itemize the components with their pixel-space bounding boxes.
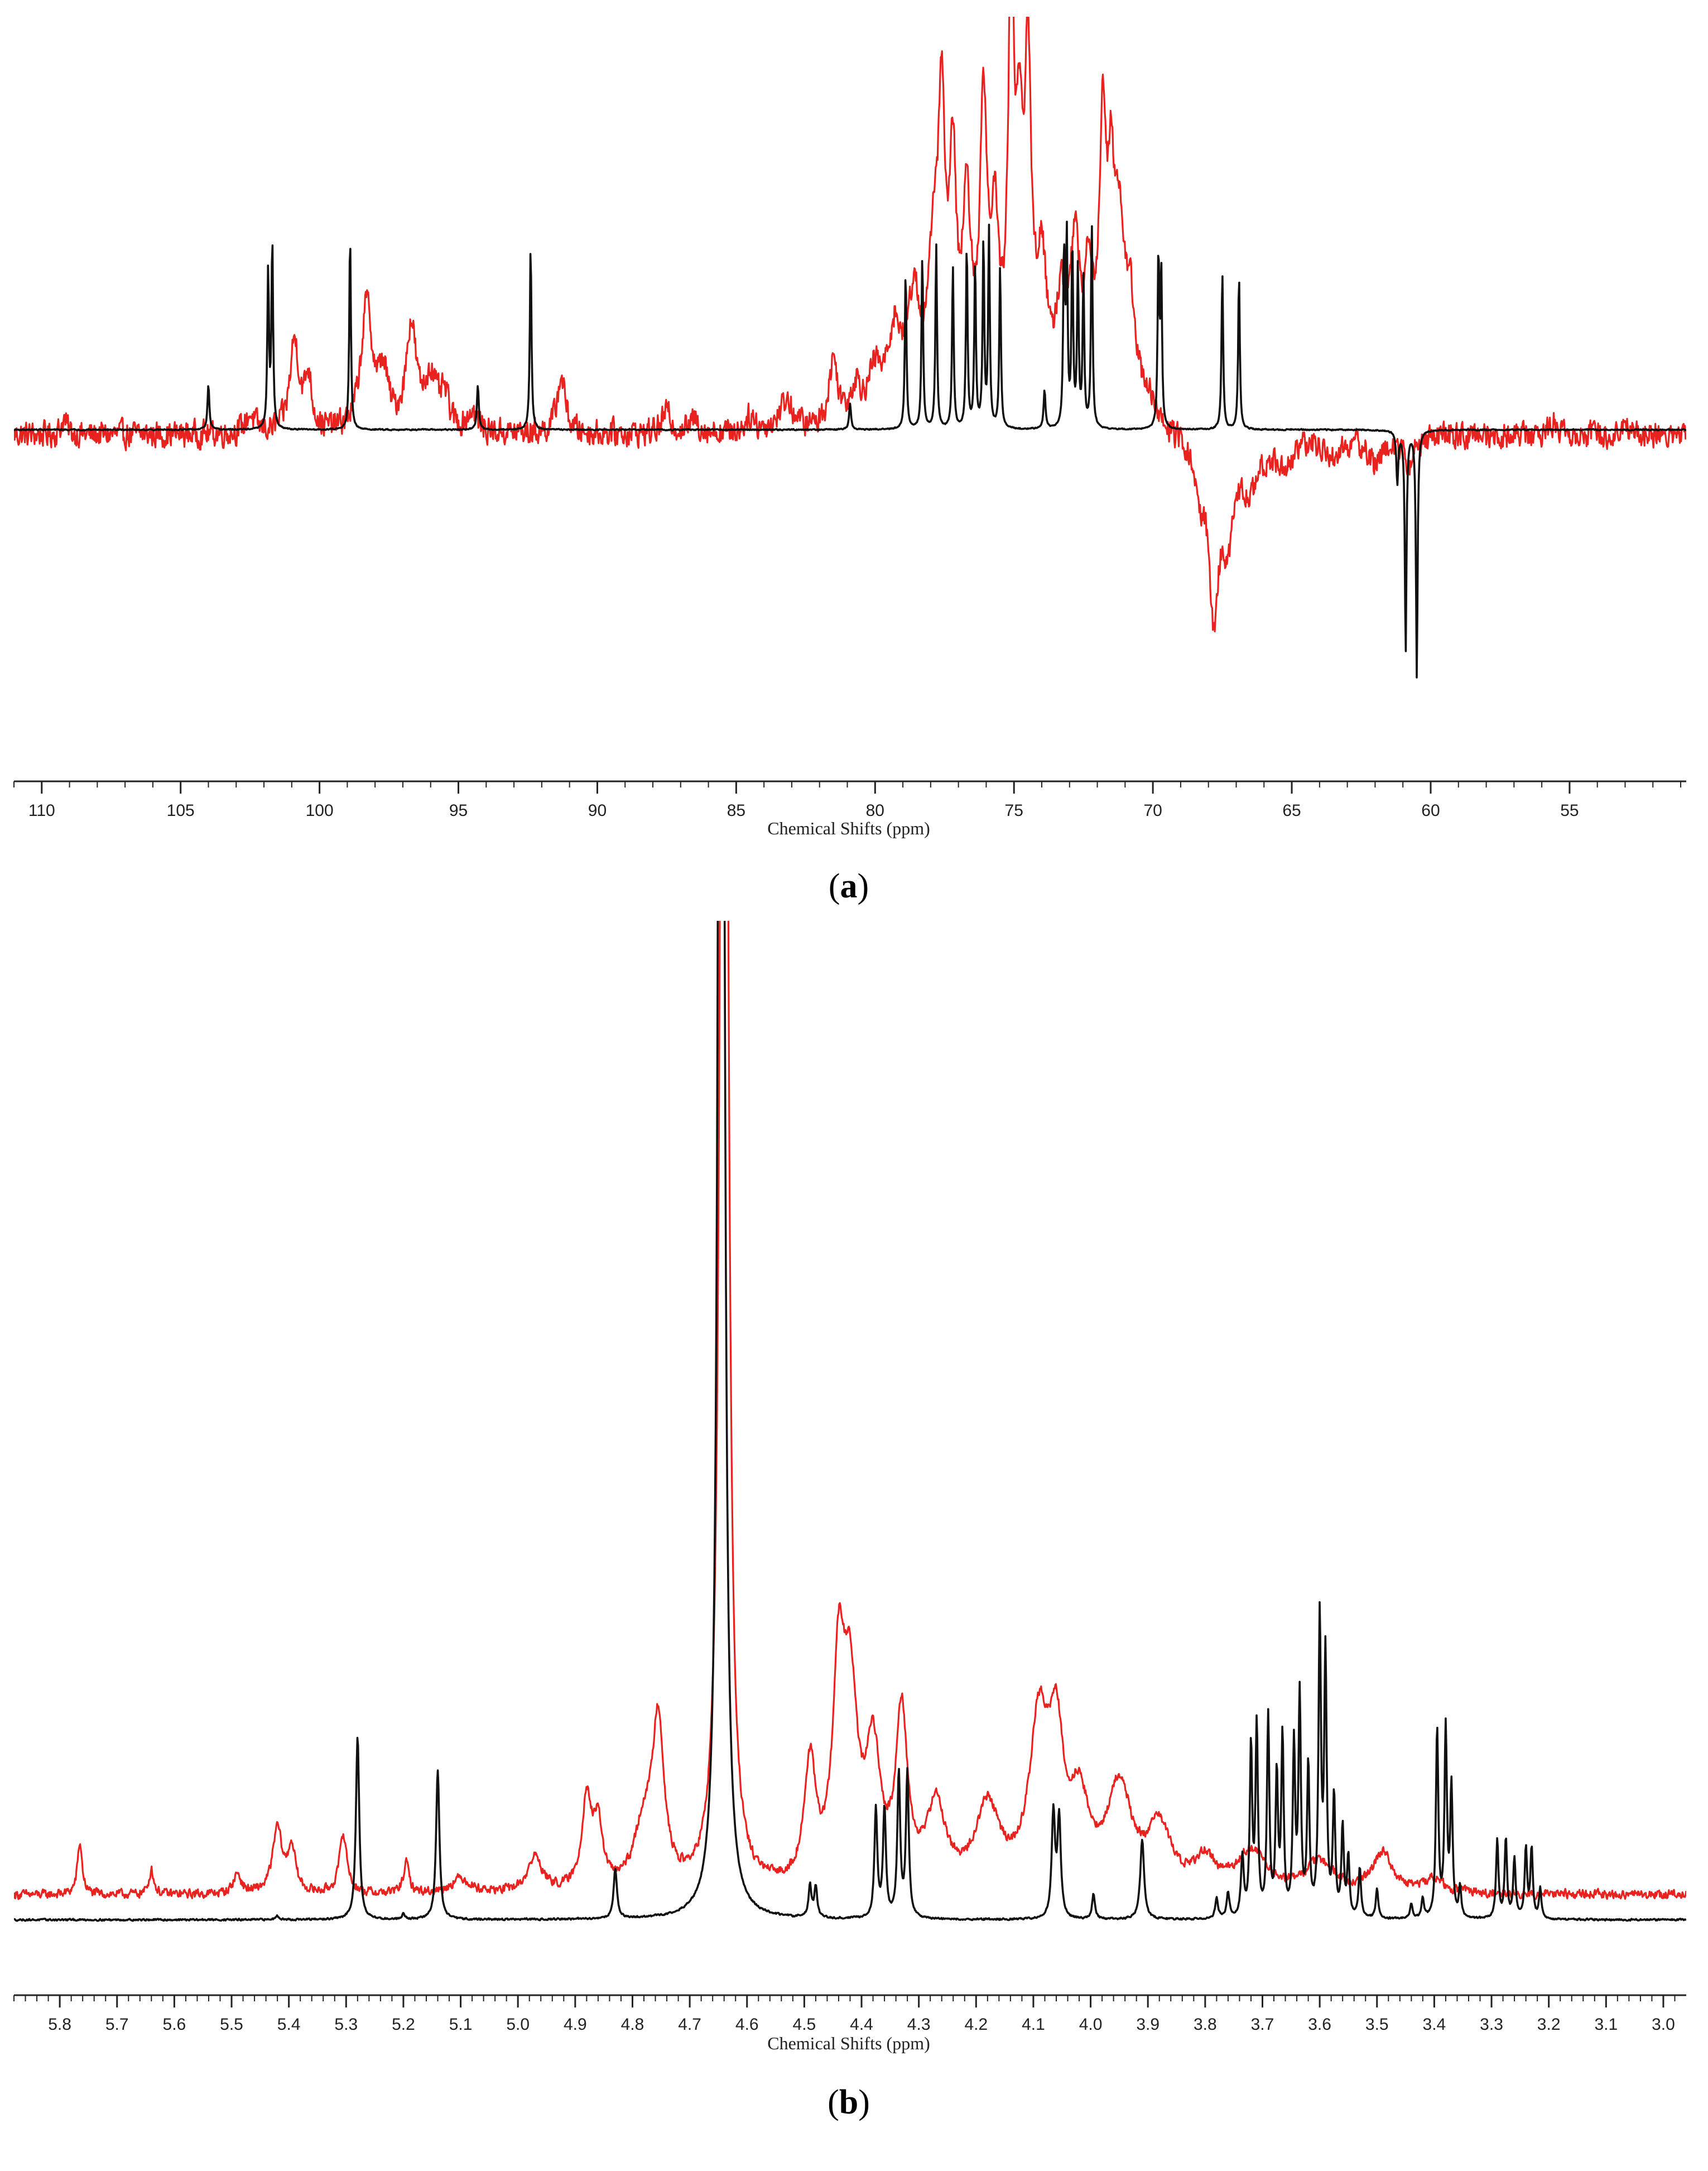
- panel-b-x-axis: 5.8 5.7 5.6 5.5 5.4 5.3 5.2 5.1 5.0 4.9 4.8 4.7 4.6 4…: [13, 1994, 1686, 2034]
- x-tick-label: 4.3: [907, 2015, 931, 2034]
- x-tick-label: 5.6: [163, 2015, 186, 2034]
- panel-a-letter: a: [840, 867, 858, 905]
- x-tick-label: 4.9: [564, 2015, 587, 2034]
- x-tick-label: 5.4: [277, 2015, 301, 2034]
- panel-b-letter: b: [839, 2083, 858, 2121]
- x-tick-label: 4.4: [850, 2015, 873, 2034]
- panel-b-proton-spectrum: 5.8 5.7 5.6 5.5 5.4 5.3 5.2 5.1 5.0 4.9 4.8 4.7 4.6 4…: [13, 921, 1686, 2121]
- x-tick-label: 3.5: [1365, 2015, 1389, 2034]
- x-tick-label: 3.0: [1652, 2015, 1675, 2034]
- x-tick-label: 5.1: [449, 2015, 473, 2034]
- x-tick-label: 4.1: [1022, 2015, 1045, 2034]
- x-tick-label: 4.0: [1079, 2015, 1103, 2034]
- x-tick-label: 105: [167, 801, 195, 820]
- x-tick-label: 85: [727, 801, 745, 820]
- x-tick-label: 4.6: [735, 2015, 759, 2034]
- x-tick-label: 3.6: [1308, 2015, 1331, 2034]
- x-tick-label: 4.2: [964, 2015, 988, 2034]
- x-tick-label: 4.7: [678, 2015, 701, 2034]
- x-tick-label: 100: [306, 801, 334, 820]
- x-tick-label: 3.7: [1251, 2015, 1274, 2034]
- x-tick-label: 5.2: [392, 2015, 415, 2034]
- x-tick-label: 3.4: [1423, 2015, 1446, 2034]
- x-tick-label: 5.7: [105, 2015, 129, 2034]
- x-tick-label: 5.5: [220, 2015, 243, 2034]
- panel-b-plot-area: [14, 921, 1686, 1922]
- x-tick-label: 5.0: [506, 2015, 530, 2034]
- x-tick-label: 3.2: [1537, 2015, 1561, 2034]
- x-tick-label: 70: [1143, 801, 1162, 820]
- x-tick-label: 90: [588, 801, 607, 820]
- panel-a-caption: (a): [829, 867, 869, 905]
- x-tick-label: 55: [1560, 801, 1579, 820]
- spectrum-line-black: [14, 220, 1686, 679]
- x-tick-label: 4.5: [793, 2015, 816, 2034]
- panel-a-carbon-spectrum: 110 105 100 95 90 85 80 75 70 65 60 55 Chemical Shi…: [13, 17, 1686, 905]
- panel-a-x-axis-title: Chemical Shifts (ppm): [767, 818, 930, 838]
- x-tick-label: 5.8: [48, 2015, 71, 2034]
- x-tick-label: 75: [1005, 801, 1023, 820]
- spectrum-line-red: [14, 921, 1686, 1900]
- x-tick-label: 110: [28, 801, 55, 820]
- x-tick-label: 3.8: [1194, 2015, 1217, 2034]
- panel-a-plot-area: [14, 17, 1686, 679]
- panel-b-x-axis-title: Chemical Shifts (ppm): [767, 2033, 930, 2053]
- panel-b-caption: (b): [827, 2083, 870, 2121]
- x-tick-label: 5.3: [334, 2015, 358, 2034]
- x-tick-label: 65: [1282, 801, 1301, 820]
- x-tick-label: 3.3: [1480, 2015, 1503, 2034]
- x-tick-label: 4.8: [621, 2015, 644, 2034]
- spectrum-line-red: [14, 17, 1686, 632]
- x-tick-label: 3.1: [1594, 2015, 1618, 2034]
- x-tick-label: 60: [1421, 801, 1440, 820]
- x-tick-label: 80: [866, 801, 884, 820]
- spectrum-line-black: [14, 921, 1686, 1922]
- x-tick-label: 95: [449, 801, 468, 820]
- x-tick-label: 3.9: [1136, 2015, 1159, 2034]
- panel-a-x-axis: 110 105 100 95 90 85 80 75 70 65 60 55: [13, 780, 1686, 820]
